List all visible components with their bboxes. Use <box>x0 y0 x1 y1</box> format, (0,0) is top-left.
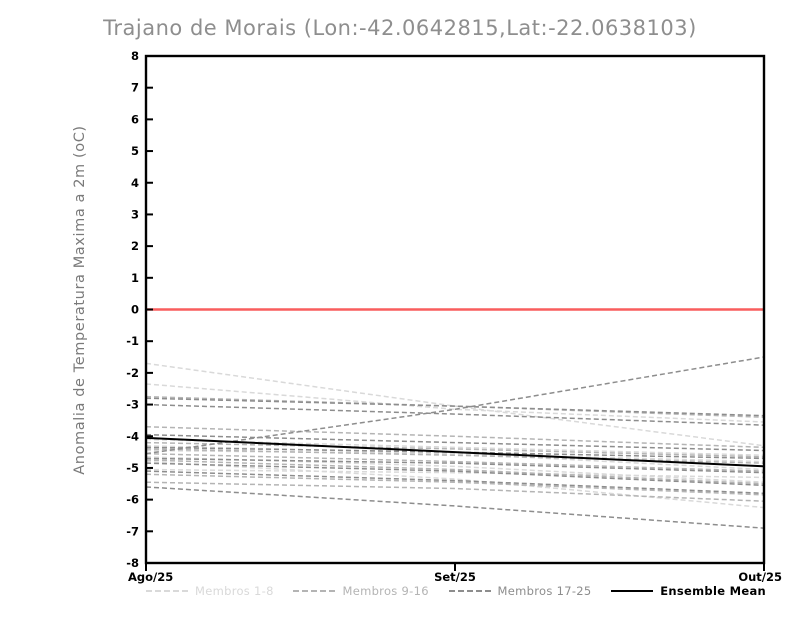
member-line <box>145 460 765 509</box>
legend-item-membros-9-16[interactable]: Membros 9-16 <box>293 584 429 598</box>
member-line <box>145 486 765 529</box>
member-line <box>145 356 765 455</box>
legend-swatch-membros-1-8 <box>146 590 188 592</box>
member-line <box>145 446 765 460</box>
member-line <box>145 462 765 487</box>
member-line <box>145 403 765 426</box>
y-tick-label: 7 <box>131 81 139 95</box>
member-line <box>145 452 765 472</box>
legend-item-ensemble-mean[interactable]: Ensemble Mean <box>611 584 766 598</box>
member-line <box>145 456 765 483</box>
member-line <box>145 459 765 485</box>
ensemble-mean-line <box>145 436 765 468</box>
legend-swatch-membros-9-16 <box>293 590 336 592</box>
legend-label-ensemble-mean: Ensemble Mean <box>660 584 766 598</box>
member-line <box>145 441 765 458</box>
legend-label-membros-1-8: Membros 1-8 <box>195 584 274 598</box>
chart-legend: Membros 1-8 Membros 9-16 Membros 17-25 E… <box>146 584 766 598</box>
legend-swatch-ensemble-mean <box>611 590 654 592</box>
member-line <box>145 445 765 471</box>
member-line <box>145 470 765 495</box>
member-line <box>145 481 765 502</box>
legend-swatch-membros-17-25 <box>448 590 491 592</box>
legend-label-membros-9-16: Membros 9-16 <box>342 584 429 598</box>
member-line <box>145 448 765 464</box>
legend-item-membros-17-25[interactable]: Membros 17-25 <box>448 584 592 598</box>
legend-label-membros-17-25: Membros 17-25 <box>497 584 592 598</box>
y-tick-label: -4 <box>126 429 139 443</box>
y-tick-label: 5 <box>131 144 139 158</box>
member-line <box>145 397 765 417</box>
y-tick-label: -8 <box>126 556 139 570</box>
x-tick-label: Ago/25 <box>128 570 173 584</box>
y-tick-label: 2 <box>131 239 139 253</box>
member-line <box>145 383 765 423</box>
member-line <box>145 473 765 496</box>
y-tick-label: -1 <box>126 334 139 348</box>
y-tick-label: 0 <box>131 303 139 317</box>
y-tick-label: -6 <box>126 493 139 507</box>
member-line <box>145 433 765 452</box>
y-tick-label: 4 <box>131 176 139 190</box>
y-tick-label: -2 <box>126 366 139 380</box>
chart-title: Trajano de Morais (Lon:-42.0642815,Lat:-… <box>103 16 697 40</box>
x-tick-label: Out/25 <box>738 570 782 584</box>
y-tick-label: 1 <box>131 271 139 285</box>
y-tick-label: 8 <box>131 49 139 63</box>
y-tick-label: -7 <box>126 524 139 538</box>
member-line <box>145 449 765 463</box>
y-tick-label: -3 <box>126 398 139 412</box>
y-tick-label: -5 <box>126 461 139 475</box>
legend-item-membros-1-8[interactable]: Membros 1-8 <box>146 584 274 598</box>
member-line <box>145 425 765 449</box>
y-tick-label: 6 <box>131 112 139 126</box>
member-line <box>145 362 765 447</box>
member-line <box>145 438 765 457</box>
member-line <box>145 468 765 479</box>
member-line <box>145 395 765 418</box>
member-line <box>145 457 765 474</box>
series-lines <box>145 356 765 529</box>
y-tick-label: 3 <box>131 207 139 221</box>
x-tick-label: Set/25 <box>434 570 476 584</box>
